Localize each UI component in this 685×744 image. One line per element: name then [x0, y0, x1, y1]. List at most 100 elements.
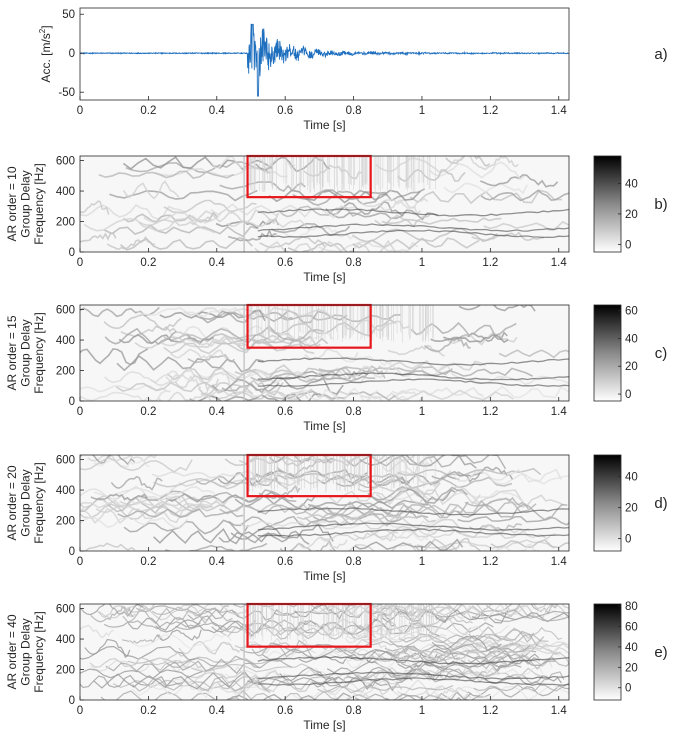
y-axis-label-line: Frequency [Hz]	[32, 611, 46, 692]
heatmap-texture	[378, 360, 486, 373]
heatmap-texture	[335, 476, 410, 487]
heatmap-texture	[326, 638, 405, 654]
heatmap-ridge	[257, 357, 569, 366]
heatmap-texture	[334, 622, 494, 633]
heatmap-texture	[138, 216, 213, 227]
heatmap-texture	[125, 161, 271, 174]
colorbar-tick-label: 40	[625, 472, 638, 484]
heatmap-texture	[327, 501, 469, 519]
x-tick-label: 0.6	[277, 705, 293, 717]
x-tick-label: 0	[77, 406, 83, 418]
heatmap-texture	[386, 530, 438, 542]
heatmap-texture	[110, 475, 163, 491]
plot-frame	[79, 155, 570, 253]
heatmap-texture	[211, 692, 351, 700]
heatmap-texture	[109, 189, 258, 202]
heatmap-texture	[480, 189, 569, 202]
y-tick-label: 400	[56, 335, 75, 347]
heatmap-ridge	[257, 208, 569, 217]
heatmap-texture	[323, 679, 442, 698]
heatmap-texture	[326, 661, 465, 677]
heatmap-texture	[471, 375, 569, 386]
heatmap-texture	[456, 503, 568, 521]
heatmap-texture	[106, 235, 156, 250]
y-tick-label: 400	[56, 186, 75, 198]
heatmap-texture	[259, 235, 326, 249]
heatmap-texture	[270, 222, 351, 236]
colorbar-tick-label: 60	[625, 621, 638, 633]
heatmap-texture	[443, 182, 528, 195]
y-axis-label-line: Group Delay	[19, 170, 33, 237]
heatmap-texture	[343, 319, 410, 332]
heatmap-texture	[105, 658, 261, 675]
heatmap-texture	[463, 528, 556, 540]
heatmap-texture	[394, 367, 533, 377]
heatmap-texture	[220, 620, 307, 636]
heatmap-area	[80, 455, 569, 551]
heatmap-texture	[268, 189, 421, 204]
heatmap-texture	[393, 389, 514, 401]
y-tick-label: 600	[56, 455, 75, 467]
heatmap-texture	[279, 666, 338, 682]
x-tick-label: 0.8	[346, 406, 362, 418]
heatmap-texture	[93, 671, 254, 690]
x-tick-label: 0	[77, 105, 83, 117]
heatmap-texture	[80, 542, 136, 551]
heatmap-ridge	[257, 671, 569, 680]
heatmap-texture	[346, 362, 459, 380]
heatmap-texture	[80, 390, 171, 401]
y-axis-label-line: AR order = 10	[5, 166, 19, 241]
x-tick-label: 1.2	[482, 556, 498, 568]
heatmap-texture	[156, 629, 202, 642]
heatmap-texture	[478, 653, 569, 670]
x-tick-label: 0.4	[209, 406, 226, 418]
heatmap-texture	[398, 630, 545, 646]
heatmap-texture	[262, 469, 377, 483]
heatmap-texture	[117, 508, 244, 519]
heatmap-texture	[447, 604, 569, 613]
plot-frame	[79, 7, 570, 101]
heatmap-texture	[200, 389, 309, 400]
heatmap-texture	[128, 633, 232, 650]
heatmap-texture	[262, 619, 335, 631]
heatmap-texture	[483, 543, 540, 551]
heatmap-texture	[210, 203, 356, 219]
colorbar: 0 20 40	[593, 454, 638, 552]
heatmap-texture	[328, 488, 481, 506]
heatmap-texture	[388, 490, 524, 503]
heatmap-texture	[80, 232, 117, 243]
heatmap-texture	[297, 536, 348, 550]
heatmap-texture	[166, 655, 293, 669]
heatmap-texture	[152, 606, 240, 617]
heatmap-texture	[296, 513, 436, 523]
heatmap-texture	[187, 209, 279, 225]
heatmap-texture	[211, 619, 317, 634]
heatmap-texture	[80, 497, 227, 511]
heatmap-texture	[234, 491, 317, 509]
x-axis-label: Time [s]	[303, 118, 345, 132]
x-tick-label: 0.8	[346, 105, 362, 117]
x-tick-label: 0.4	[209, 257, 226, 269]
heatmap-texture	[360, 197, 429, 210]
heatmap-texture	[186, 669, 286, 681]
heatmap-texture	[307, 499, 429, 509]
plot-frame	[79, 304, 570, 402]
heatmap-texture	[98, 604, 213, 622]
plot-frame	[79, 603, 570, 701]
heatmap-texture	[330, 669, 410, 685]
heatmap-texture	[122, 607, 233, 625]
x-tick-label: 1	[419, 105, 425, 117]
x-tick-label: 0.2	[140, 556, 156, 568]
y-axis-label-line: Frequency [Hz]	[32, 462, 46, 543]
heatmap-texture	[431, 635, 502, 652]
x-tick-label: 0.2	[140, 105, 156, 117]
heatmap-texture	[165, 542, 268, 551]
colorbar-tick-label: 40	[625, 642, 638, 654]
x-tick-label: 0.4	[209, 556, 226, 568]
panel-label: a)	[654, 46, 667, 63]
heatmap-texture	[352, 623, 509, 640]
y-tick-label: 0	[69, 546, 75, 558]
